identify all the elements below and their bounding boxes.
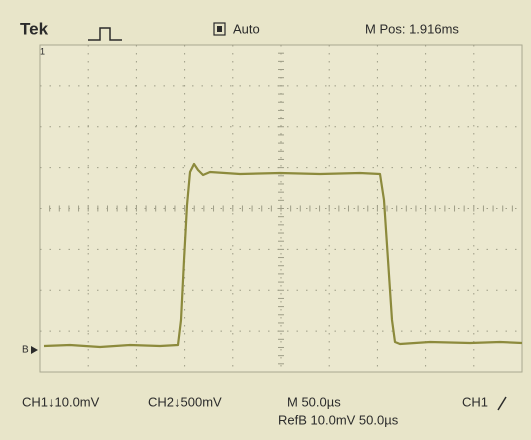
page: Tek Auto M Pos: 1.916ms 1 B CH1↓10.0mV C… [0,0,531,440]
brand: Tek [20,19,49,38]
trigger-mode: Auto [233,21,260,36]
trigger-source: CH1 [462,394,488,409]
ch1-setting: CH1↓10.0mV [22,394,100,409]
scope-screen: Tek Auto M Pos: 1.916ms 1 B CH1↓10.0mV C… [0,0,531,440]
position: M Pos: 1.916ms [365,21,459,36]
ch2-setting: CH2↓500mV [148,394,222,409]
reference-setting: RefB 10.0mV 50.0µs [278,412,399,427]
reference-marker: B [22,345,29,356]
timebase: M 50.0µs [287,394,341,409]
run-icon-inner [217,26,222,32]
channel-marker: 1 [40,46,45,56]
